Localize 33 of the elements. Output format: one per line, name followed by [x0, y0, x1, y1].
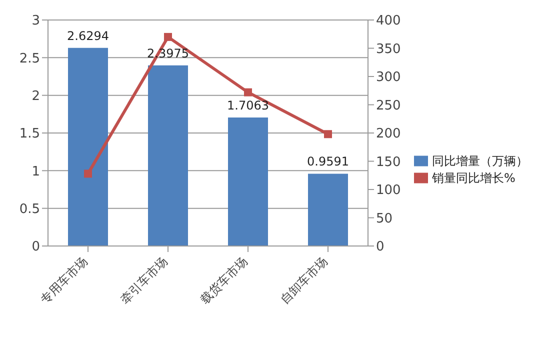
y-tick-label: 2 — [32, 88, 40, 104]
point — [244, 88, 252, 96]
y-tick-label: 1 — [32, 164, 40, 180]
y2-tick-label: 50 — [376, 211, 393, 226]
y2-tick-label: 150 — [376, 154, 401, 170]
bar — [228, 117, 268, 246]
point — [324, 130, 332, 138]
data-label: 1.7063 — [227, 98, 269, 112]
bar — [148, 65, 188, 246]
y2-tick-label: 200 — [376, 126, 401, 142]
y-tick-label: 2.5 — [19, 51, 40, 66]
y2-tick-label: 100 — [376, 183, 401, 198]
legend-label: 同比增量（万辆） — [432, 154, 528, 168]
y2-tick-label: 400 — [376, 14, 401, 29]
y-tick-label: 0 — [32, 240, 40, 255]
x-tick-label: 牵引车市场 — [118, 254, 170, 307]
point — [84, 170, 92, 178]
bar — [68, 48, 108, 246]
y2-tick-label: 0 — [376, 240, 384, 255]
x-tick-label: 载货车市场 — [198, 254, 250, 307]
bar — [308, 174, 348, 246]
point — [164, 32, 172, 41]
legend-label: 销量同比增长% — [432, 170, 516, 184]
y-tick-label: 1.5 — [19, 126, 40, 142]
y2-tick-label: 300 — [376, 70, 401, 86]
y2-tick-label: 250 — [376, 98, 401, 114]
y-tick-label: 0.5 — [19, 202, 40, 217]
data-label: 0.9591 — [307, 154, 349, 169]
x-tick-label: 专用车市场 — [38, 254, 90, 307]
data-label: 2.6294 — [67, 28, 109, 43]
y-tick-label: 3 — [32, 14, 40, 29]
y2-tick-label: 350 — [376, 42, 401, 57]
x-tick-label: 自卸车市场 — [278, 254, 330, 307]
